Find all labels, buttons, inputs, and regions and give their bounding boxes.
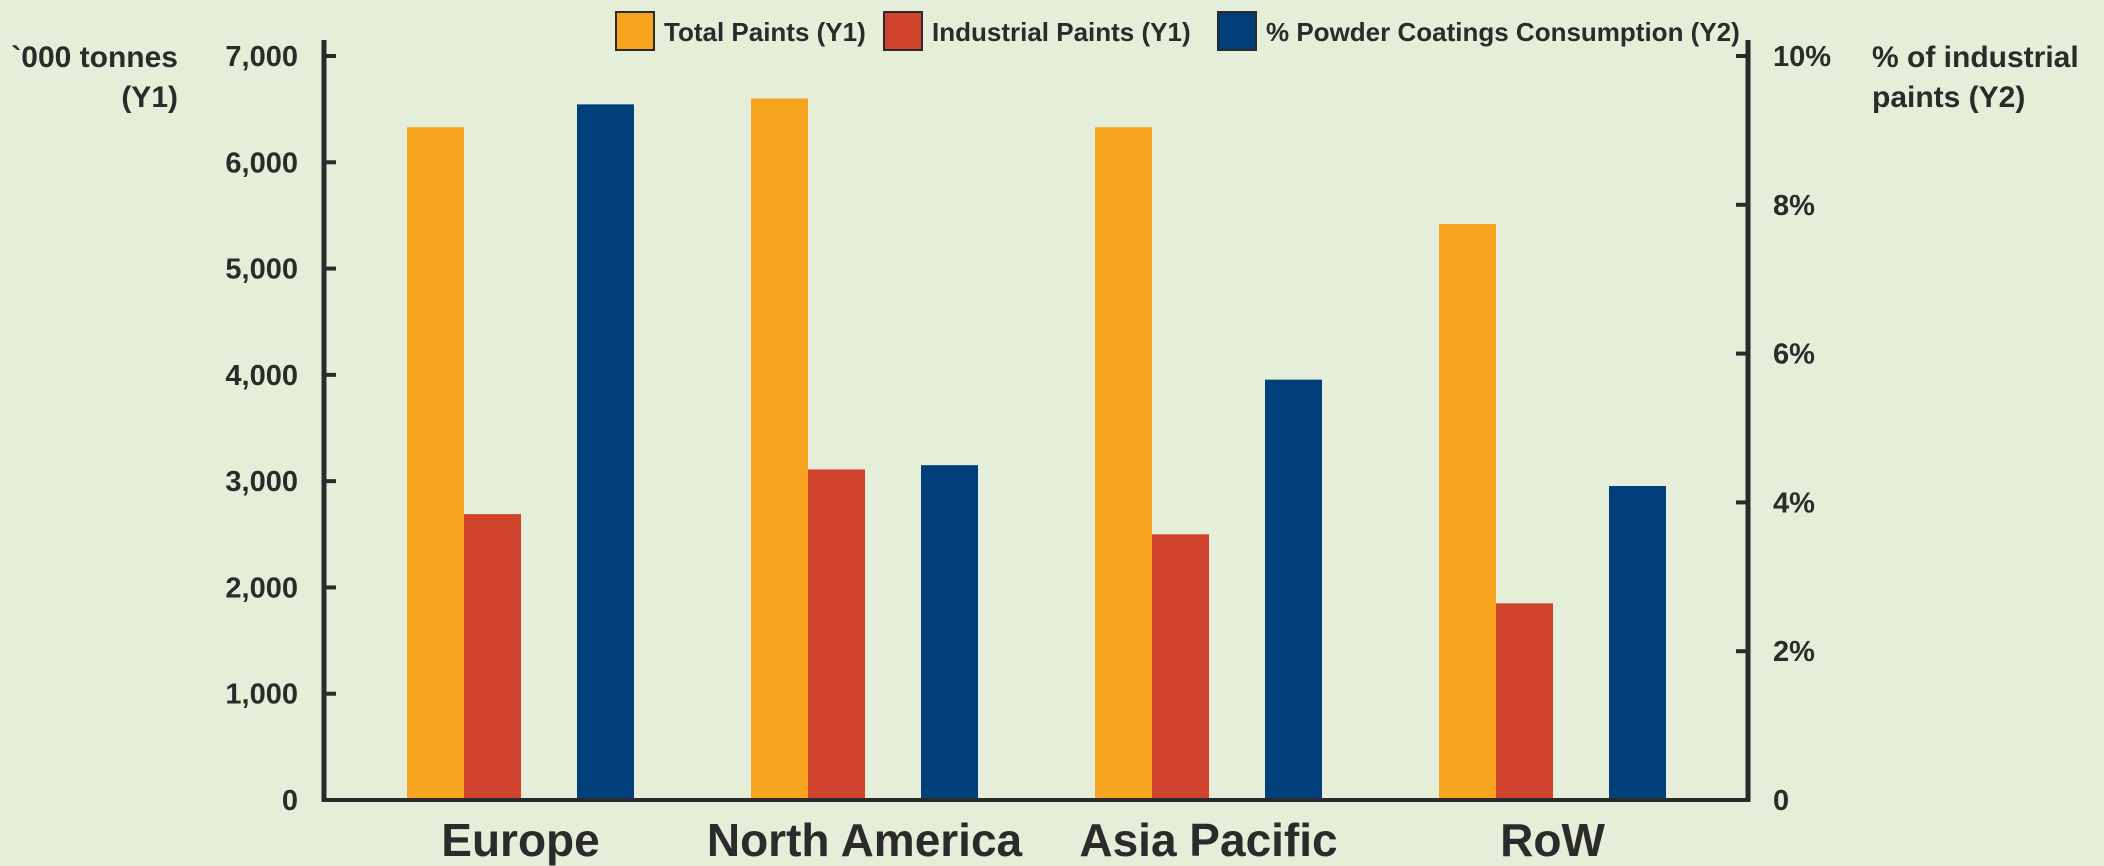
legend-swatch-2	[1217, 11, 1257, 51]
y1-tick-label-4: 4,000	[225, 360, 298, 392]
y1-tick-label-6: 6,000	[225, 147, 298, 179]
bar-north-america-series-0	[751, 98, 808, 800]
bar-row-series-1	[1496, 603, 1553, 800]
bar-asia-pacific-series-0	[1095, 127, 1152, 800]
category-label-north-america: North America	[707, 814, 1023, 866]
legend-swatch-1	[883, 11, 923, 51]
y2-tick-label-3: 6%	[1773, 339, 1815, 371]
y2-tick-label-1: 2%	[1773, 636, 1815, 668]
bar-europe-series-0	[407, 127, 464, 800]
y2-tick-label-2: 4%	[1773, 487, 1815, 519]
category-label-europe: Europe	[441, 814, 599, 866]
y2-tick-label-4: 8%	[1773, 190, 1815, 222]
y1-axis-title-line-1: `000 tonnes	[11, 41, 178, 74]
y2-axis-title-line-1: % of industrial	[1872, 41, 2079, 74]
y1-tick-label-3: 3,000	[225, 466, 298, 498]
legend-label-1: Industrial Paints (Y1)	[932, 17, 1191, 47]
legend-label-0: Total Paints (Y1)	[664, 17, 866, 47]
y1-tick-label-5: 5,000	[225, 254, 298, 286]
bar-row-series-0	[1439, 223, 1496, 801]
y2-tick-label-0: 0	[1773, 785, 1789, 817]
bar-row-series-2	[1609, 486, 1666, 800]
bar-europe-series-1	[464, 514, 521, 800]
legend-label-2: % Powder Coatings Consumption (Y2)	[1266, 17, 1740, 47]
category-label-asia-pacific: Asia Pacific	[1079, 814, 1337, 866]
y1-tick-label-0: 0	[282, 785, 298, 817]
category-label-row: RoW	[1500, 814, 1605, 866]
y1-axis-title-line-2: (Y1)	[121, 81, 178, 114]
y1-tick-label-7: 7,000	[225, 41, 298, 73]
bar-north-america-series-2	[921, 465, 978, 800]
y1-tick-label-1: 1,000	[225, 679, 298, 711]
y1-tick-label-2: 2,000	[225, 572, 298, 604]
bar-north-america-series-1	[808, 469, 865, 800]
bar-asia-pacific-series-2	[1265, 379, 1322, 800]
legend-swatch-0	[615, 11, 655, 51]
y2-axis-title-line-2: paints (Y2)	[1872, 81, 2025, 114]
y2-tick-label-5: 10%	[1773, 41, 1831, 73]
bar-asia-pacific-series-1	[1152, 534, 1209, 800]
bar-europe-series-2	[577, 104, 634, 801]
